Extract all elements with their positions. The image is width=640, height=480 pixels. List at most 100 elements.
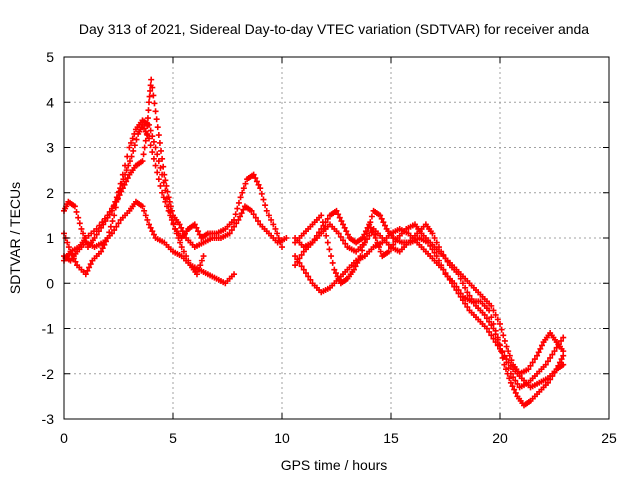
data-point: [131, 142, 138, 149]
data-point: [165, 203, 172, 210]
data-point: [115, 220, 122, 227]
data-point: [507, 379, 514, 386]
data-point: [529, 359, 536, 366]
data-point: [234, 205, 241, 212]
data-point: [145, 107, 152, 114]
data-point: [146, 135, 153, 142]
series-track-b: [61, 76, 290, 264]
data-point: [64, 239, 71, 246]
data-point: [492, 331, 499, 338]
data-point: [446, 276, 453, 283]
data-point: [343, 228, 350, 235]
y-axis-label: SDTVAR / TECUs: [7, 182, 23, 294]
data-point: [442, 270, 449, 277]
data-point: [366, 221, 373, 228]
series-track-h: [292, 221, 567, 391]
data-point: [170, 220, 177, 227]
data-point: [124, 153, 131, 160]
data-point: [129, 135, 136, 142]
data-point: [486, 328, 493, 335]
x-tick-label: 25: [601, 430, 617, 446]
data-point: [444, 273, 451, 280]
data-point: [240, 185, 247, 192]
data-point: [361, 239, 368, 246]
data-point: [560, 348, 567, 355]
data-point: [298, 251, 305, 258]
x-axis-label: GPS time / hours: [281, 457, 388, 473]
data-point: [535, 349, 542, 356]
data-point: [140, 151, 147, 158]
data-point: [193, 224, 200, 231]
data-point: [123, 178, 130, 185]
data-point: [344, 231, 351, 238]
data-point: [195, 228, 202, 235]
data-point: [275, 235, 282, 241]
data-point: [534, 352, 541, 359]
data-point: [558, 356, 565, 363]
data-point: [155, 132, 162, 139]
data-point: [350, 266, 357, 273]
data-point: [101, 241, 108, 248]
data-point: [116, 188, 123, 195]
data-point: [490, 325, 497, 332]
data-point: [148, 76, 155, 83]
data-point: [185, 257, 192, 264]
data-point: [70, 255, 77, 262]
data-point: [320, 222, 327, 229]
data-point: [200, 253, 207, 260]
data-point: [163, 182, 170, 189]
data-point: [150, 138, 157, 145]
data-point: [104, 235, 111, 241]
data-point: [82, 271, 89, 278]
data-point: [331, 266, 338, 273]
data-point: [86, 264, 93, 271]
data-point: [106, 208, 113, 215]
data-point: [431, 249, 438, 256]
data-point: [178, 224, 185, 231]
data-point: [159, 171, 166, 178]
data-point: [510, 374, 517, 381]
data-point: [265, 212, 272, 219]
data-point: [337, 233, 344, 240]
data-point: [98, 248, 105, 255]
data-point: [549, 351, 556, 358]
data-point: [462, 284, 469, 291]
data-point: [131, 130, 138, 137]
data-point: [333, 207, 340, 214]
data-point: [341, 224, 348, 231]
data-point: [453, 287, 460, 294]
data-point: [107, 223, 114, 230]
data-point: [440, 251, 447, 258]
data-point: [255, 181, 262, 188]
data-points: [61, 76, 567, 409]
data-point: [466, 292, 473, 299]
data-point: [179, 228, 186, 235]
data-point: [93, 231, 100, 238]
data-point: [123, 167, 130, 174]
data-point: [130, 147, 137, 154]
data-point: [368, 213, 375, 220]
data-point: [488, 314, 495, 321]
data-point: [488, 302, 495, 309]
x-tick-label: 0: [60, 430, 68, 446]
data-point: [250, 211, 257, 218]
data-point: [253, 178, 260, 185]
data-point: [150, 155, 157, 162]
data-point: [292, 253, 299, 260]
data-point: [481, 311, 488, 318]
data-point: [490, 335, 497, 342]
data-point: [377, 212, 384, 219]
data-point: [242, 180, 249, 187]
data-point: [175, 235, 182, 241]
data-point: [505, 365, 512, 372]
data-point: [464, 289, 471, 296]
data-point: [233, 220, 240, 227]
data-point: [255, 218, 262, 225]
data-point: [501, 353, 508, 360]
y-tick-label: 1: [46, 230, 54, 246]
data-point: [111, 227, 118, 234]
data-point: [166, 198, 173, 205]
data-point: [72, 258, 79, 265]
data-point: [490, 307, 497, 314]
data-point: [468, 296, 475, 303]
